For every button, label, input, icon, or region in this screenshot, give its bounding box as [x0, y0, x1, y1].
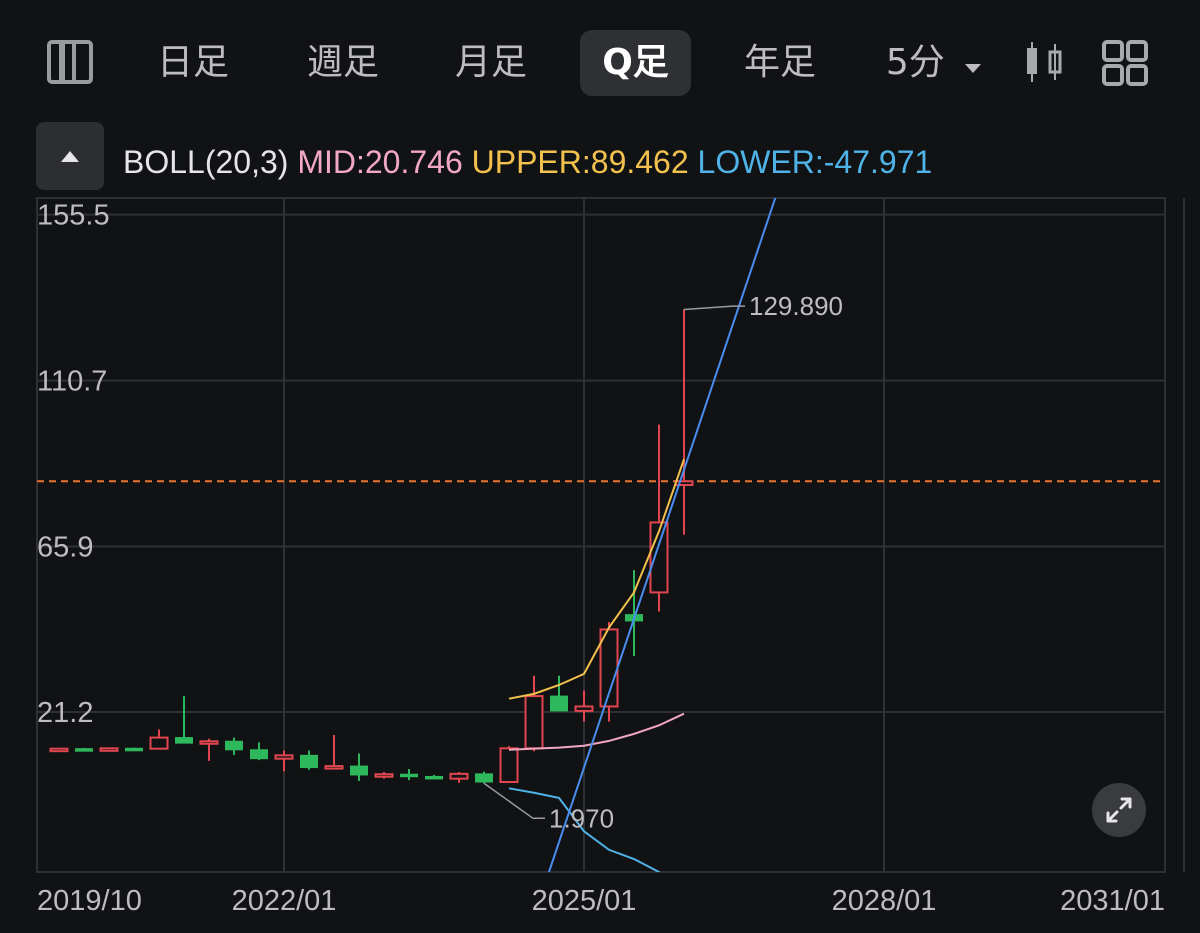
- annotation-leader: [483, 782, 545, 820]
- plot-area: 129.890 1.970: [37, 198, 1165, 872]
- candle-body: [449, 772, 469, 780]
- candle-body: [574, 705, 594, 712]
- annotation-label: 129.890: [749, 291, 843, 321]
- tab-monthly[interactable]: 月足: [454, 42, 527, 83]
- period-tab-bar: 日足 週足 月足 Q足 年足 5分: [0, 0, 1200, 120]
- candle-body: [99, 747, 119, 752]
- boll-mid-line: [508, 712, 685, 751]
- boll-lower: LOWER:-47.971: [697, 144, 933, 180]
- x-tick-label: 2022/01: [232, 885, 337, 917]
- x-tick-label: 2031/01: [1060, 885, 1165, 917]
- y-tick-label: 65.9: [37, 531, 93, 563]
- candle-body: [499, 747, 519, 784]
- grid-layout-icon[interactable]: [1100, 38, 1150, 88]
- candle-body: [324, 765, 344, 770]
- x-tick-label: 2025/01: [532, 885, 637, 917]
- indicator-collapse-button[interactable]: [36, 122, 104, 190]
- y-tick-label: 21.2: [37, 697, 93, 729]
- dropdown-caret-icon: [964, 31, 982, 97]
- candlestick-icon[interactable]: [1022, 40, 1066, 84]
- candle-body: [274, 754, 294, 760]
- tab-daily[interactable]: 日足: [156, 42, 229, 83]
- candle-body: [199, 740, 219, 745]
- tab-5min-label: 5分: [885, 42, 945, 83]
- tab-weekly[interactable]: 週足: [306, 42, 379, 83]
- boll-mid: MID:20.746: [297, 144, 463, 180]
- boll-indicator-values: BOLL(20,3) MID:20.746 UPPER:89.462 LOWER…: [123, 140, 932, 184]
- boll-name: BOLL(20,3): [123, 144, 289, 180]
- y-tick-label: 110.7: [37, 366, 107, 398]
- tab-yearly[interactable]: 年足: [743, 42, 816, 83]
- candle-body: [374, 773, 394, 778]
- boll-lower-line: [508, 787, 661, 872]
- boll-upper: UPPER:89.462: [471, 144, 689, 180]
- boll-upper-line: [508, 458, 685, 700]
- candle-body: [250, 749, 268, 760]
- candle-body: [524, 695, 544, 750]
- panel-toggle-icon[interactable]: [46, 38, 94, 86]
- expand-icon: [1106, 797, 1132, 823]
- candle-body: [125, 747, 143, 752]
- candle-body: [175, 737, 193, 744]
- tab-5min[interactable]: 5分: [882, 30, 986, 96]
- trend-line: [547, 198, 777, 872]
- x-tick-label: 2019/10: [37, 885, 142, 917]
- candle-body: [400, 773, 418, 778]
- candle-body: [149, 736, 169, 750]
- candle-body: [225, 740, 243, 751]
- candle-body: [550, 695, 568, 712]
- candle-body: [300, 754, 318, 769]
- fullscreen-button[interactable]: [1092, 783, 1146, 837]
- candle-body: [425, 775, 443, 780]
- y-tick-label: 155.5: [37, 200, 110, 232]
- caret-up-icon: [61, 151, 79, 162]
- candle-body: [475, 773, 493, 783]
- tab-quarterly[interactable]: Q足: [580, 30, 691, 96]
- x-tick-label: 2028/01: [832, 885, 937, 917]
- annotation-label: 1.970: [549, 803, 614, 833]
- annotation-leader: [683, 305, 745, 311]
- candle-body: [350, 765, 368, 776]
- candle-body: [75, 748, 93, 752]
- plot-frame: [36, 197, 1166, 873]
- candle-body: [49, 747, 69, 753]
